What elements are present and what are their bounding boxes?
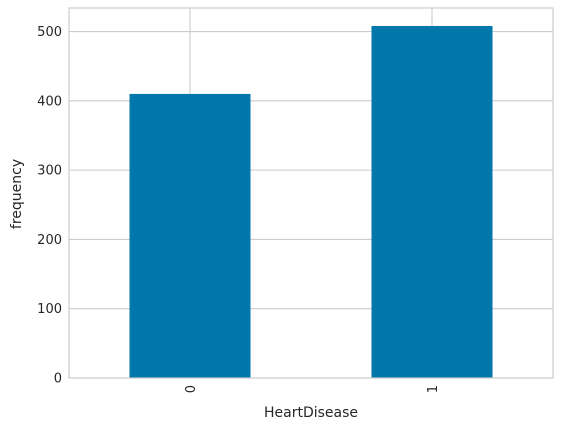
x-tick-label: 0 <box>184 385 199 393</box>
x-axis-label: HeartDisease <box>264 405 358 421</box>
bar <box>371 26 493 378</box>
plot-frame <box>68 7 554 379</box>
y-tick-label: 0 <box>54 372 62 387</box>
x-tick-label: 1 <box>426 385 441 393</box>
y-tick-label: 100 <box>37 302 62 317</box>
y-axis: 0 100 200 300 400 500 <box>37 25 62 386</box>
plot-area <box>68 7 554 379</box>
y-axis-label: frequency <box>9 159 25 229</box>
y-tick-label: 500 <box>37 25 62 40</box>
y-tick-label: 400 <box>37 94 62 109</box>
bar <box>129 93 251 378</box>
y-tick-label: 300 <box>37 164 62 179</box>
y-tick-label: 200 <box>37 233 62 248</box>
